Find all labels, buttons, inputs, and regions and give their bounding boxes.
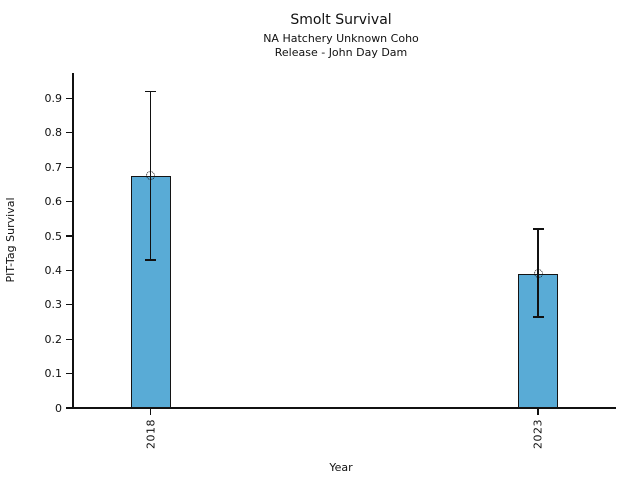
y-tick-label: 0.2 <box>44 332 63 346</box>
x-tick-label-2018: 2018 <box>144 419 157 449</box>
error-bar-cap-low-2018 <box>145 259 156 261</box>
chart-title: Smolt Survival <box>290 12 392 28</box>
y-tick-mark <box>66 132 73 134</box>
y-tick-mark <box>66 372 73 375</box>
y-tick-label: 0.5 <box>44 229 63 243</box>
error-bar-cap-low-2023 <box>532 316 544 318</box>
y-axis-line <box>72 73 74 408</box>
y-tick-label: 0.3 <box>44 298 63 312</box>
y-tick-mark <box>66 407 73 409</box>
chart-subtitle-line1: NA Hatchery Unknown Coho <box>263 32 419 45</box>
bar-2023 <box>518 273 558 408</box>
chart-subtitle-line2: Release - John Day Dam <box>274 46 408 59</box>
y-tick-label: 0.1 <box>44 367 63 381</box>
x-tick-mark-2018 <box>149 408 152 415</box>
y-tick-mark <box>66 304 73 306</box>
y-tick-label: 0.6 <box>44 195 63 209</box>
y-tick-label: 0.8 <box>44 126 63 140</box>
y-tick-mark <box>66 235 73 237</box>
y-tick-mark <box>66 269 73 272</box>
y-tick-label: 0 <box>55 401 62 415</box>
y-tick-mark <box>66 338 73 340</box>
y-tick-mark <box>66 97 73 100</box>
x-axis-label: Year <box>329 461 353 474</box>
y-tick-mark <box>66 200 73 203</box>
x-axis-line <box>66 407 616 409</box>
y-tick-label: 0.7 <box>44 160 63 174</box>
x-tick-mark-2023 <box>537 408 539 415</box>
error-bar-cap-high-2023 <box>532 228 544 230</box>
y-tick-label: 0.9 <box>44 91 63 105</box>
mean-marker-2023 <box>533 269 543 279</box>
error-bar-cap-high-2018 <box>145 90 156 93</box>
x-tick-label-2023: 2023 <box>531 419 545 449</box>
mean-marker-2018 <box>146 171 155 181</box>
y-tick-mark <box>66 166 73 168</box>
y-tick-label: 0.4 <box>44 263 63 277</box>
